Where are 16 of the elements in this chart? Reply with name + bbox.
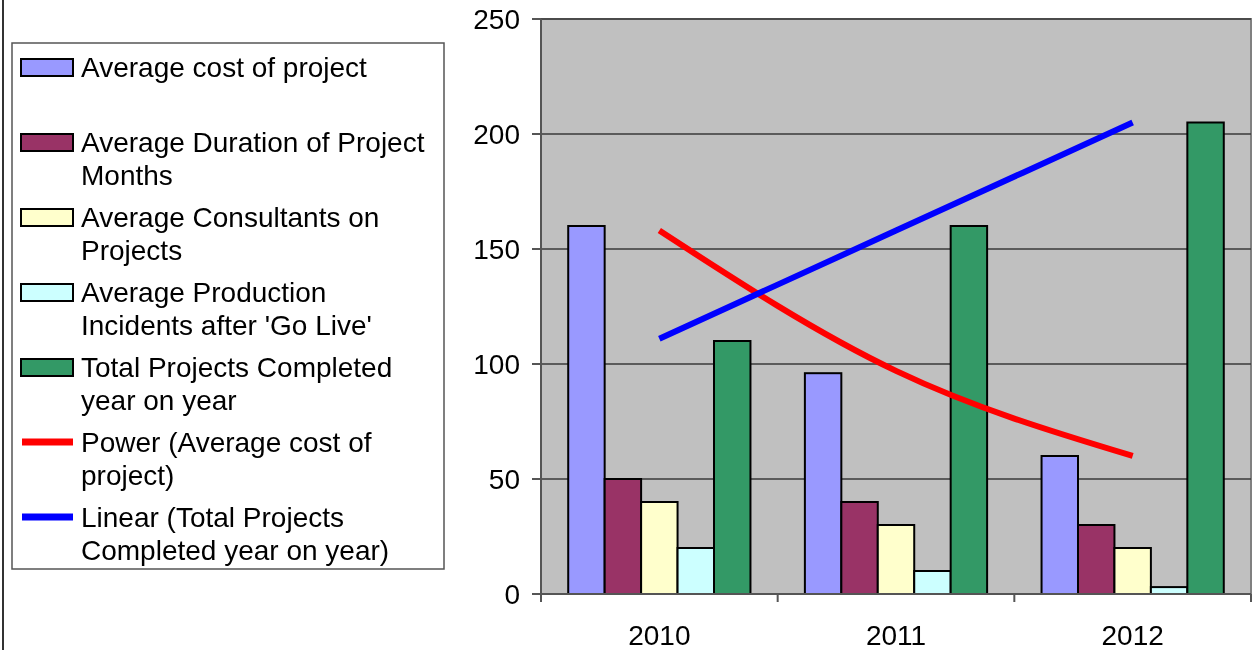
y-tick-label: 250 <box>473 4 520 36</box>
y-tick-label: 50 <box>488 464 520 496</box>
x-tick-label: 2011 <box>865 620 927 650</box>
y-tick-label: 100 <box>473 349 520 381</box>
x-tick-label: 2012 <box>1101 620 1164 650</box>
legend-label: Average Production Incidents after 'Go Live' <box>81 277 372 342</box>
y-tick-label: 0 <box>504 579 520 611</box>
x-tick-label: 2010 <box>628 620 691 650</box>
legend-label: Average Consultants on Projects <box>81 202 380 267</box>
legend-label: Power (Average cost of project) <box>81 427 372 492</box>
legend-label: Average Duration of Project Months <box>81 127 425 192</box>
legend-label: Linear (Total Projects Completed year on year) <box>81 502 390 567</box>
y-tick-label: 200 <box>473 119 520 151</box>
y-tick-label: 150 <box>473 234 520 266</box>
legend-label: Average cost of project <box>81 52 368 84</box>
legend-label: Total Projects Completed year on year <box>81 352 393 417</box>
